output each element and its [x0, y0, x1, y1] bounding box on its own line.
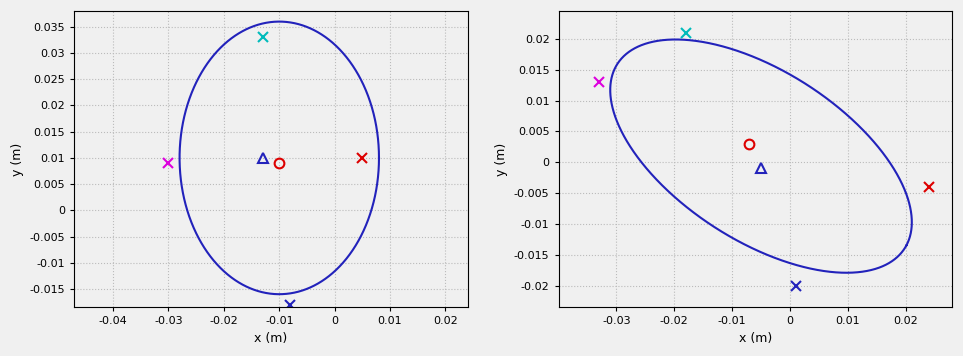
X-axis label: x (m): x (m)	[254, 332, 288, 345]
Y-axis label: y (m): y (m)	[495, 143, 508, 176]
Y-axis label: y (m): y (m)	[12, 143, 24, 176]
X-axis label: x (m): x (m)	[739, 332, 772, 345]
